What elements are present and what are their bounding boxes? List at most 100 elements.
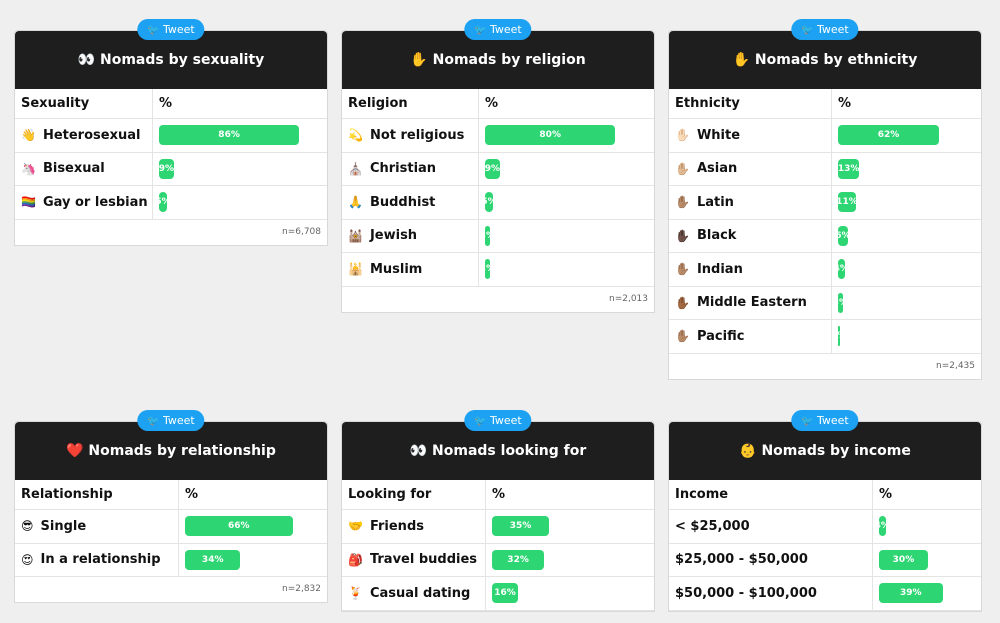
row-label: Heterosexual [42, 127, 141, 143]
header-row: Ethnicity% [669, 89, 981, 119]
row-label-cell: 🕍 Jewish [342, 219, 479, 252]
table-row: 🎒 Travel buddies 32% [342, 543, 654, 577]
table-row: ✋🏽 Indian 4% [669, 253, 981, 287]
table-row: ✋🏻 White 62% [669, 119, 981, 153]
bar: 5% [481, 192, 497, 213]
bar-cell: 4% [832, 253, 981, 286]
card: ✋ Nomads by ethnicityTweet Ethnicity% ✋🏻 Wh… [668, 19, 982, 380]
bar-label: 39% [900, 588, 922, 599]
bar-cell: 80% [479, 119, 654, 152]
header-row: Relationship% [15, 480, 327, 510]
column-header: % [492, 487, 506, 502]
bar-label: 9% [158, 163, 174, 174]
row-icon: ✋🏿 [675, 228, 690, 243]
row-label-cell: $25,000 - $50,000 [669, 543, 873, 576]
bar-label: 3% [832, 297, 849, 308]
card: ❤️ Nomads by relationshipTweet Relationsh… [14, 410, 328, 603]
column-header: % [185, 487, 199, 502]
bar-label: 62% [877, 130, 900, 141]
row-icon: ✋🏽 [675, 195, 690, 210]
bar-label: 66% [228, 521, 250, 532]
row-icon: 💫 [348, 128, 363, 143]
row-icon: 🤝 [348, 519, 363, 534]
bar-cell: 9% [153, 153, 327, 186]
row-label: Asian [696, 161, 738, 177]
bar: 6% [835, 225, 851, 246]
column-header: % [159, 96, 173, 111]
bar: 34% [185, 549, 241, 570]
row-label-cell: 🤝 Friends [342, 510, 486, 543]
row-label: Friends [369, 518, 424, 534]
row-label-cell: 🎒 Travel buddies [342, 543, 486, 576]
bar-label: 80% [539, 130, 561, 141]
row-icon: ✋🏽 [675, 329, 690, 344]
tweet-button[interactable]: Tweet [464, 410, 532, 431]
bar-cell: 32% [486, 544, 654, 577]
column-header: Ethnicity [669, 89, 832, 118]
header-row: Income% [669, 480, 981, 510]
bar-label: 5% [481, 197, 497, 208]
bar: 32% [492, 549, 545, 570]
row-label-cell: $50,000 - $100,000 [669, 577, 873, 610]
row-label: $25,000 - $50,000 [675, 552, 808, 568]
column-header: % [879, 487, 893, 502]
tweet-button[interactable]: Tweet [791, 410, 859, 431]
table-row: 😍 In a relationship 34% [15, 543, 327, 577]
row-icon: 🏳️‍🌈 [21, 195, 36, 210]
bar-cell: 35% [486, 510, 654, 543]
column-header: Religion [342, 89, 479, 118]
row-label-cell: ✋🏾 Middle Eastern [669, 286, 832, 319]
tweet-button[interactable]: Tweet [137, 19, 205, 40]
table-row: 🤝 Friends 35% [342, 510, 654, 544]
row-label-cell: 🦄 Bisexual [15, 152, 153, 185]
card-title: 👀 Nomads by sexuality [15, 31, 327, 89]
table-row: 👋 Heterosexual 86% [15, 119, 327, 153]
row-label: Buddhist [369, 194, 436, 210]
sample-size: n=2,435 [935, 360, 975, 371]
card: 👶 Nomads by incomeTweet Income% < $25,000 4… [668, 410, 982, 612]
row-icon: 🍹 [348, 586, 363, 601]
bar-label: 32% [507, 554, 529, 565]
row-label-cell: 💫 Not religious [342, 119, 479, 152]
row-label: In a relationship [40, 552, 161, 568]
sample-size: n=2,832 [281, 584, 321, 594]
table-row: 🍹 Casual dating 16% [342, 577, 654, 611]
row-label: Middle Eastern [696, 295, 807, 311]
bar-cell: 11% [832, 186, 981, 219]
row-label-cell: ✋🏻 White [669, 119, 832, 152]
row-label-cell: 👋 Heterosexual [15, 119, 153, 152]
tweet-button[interactable]: Tweet [464, 19, 532, 40]
bar: 3% [480, 225, 495, 246]
bar-label: 6% [835, 230, 851, 241]
bar: 5% [155, 192, 171, 213]
bar: 13% [838, 158, 859, 179]
header-row: Sexuality% [15, 89, 327, 119]
table-row: $25,000 - $50,000 30% [669, 543, 981, 577]
column-header: Looking for [342, 480, 486, 509]
bar-cell: 3% [479, 220, 654, 253]
tweet-button[interactable]: Tweet [137, 410, 205, 431]
bar-cell: 34% [179, 544, 327, 577]
bar-label: 30% [892, 554, 915, 565]
row-label: Casual dating [369, 585, 471, 601]
row-label-cell: 😎 Single [15, 510, 179, 543]
bar-label: 11% [836, 197, 858, 208]
tweet-button[interactable]: Tweet [791, 19, 859, 40]
bar-cell: 62% [832, 119, 981, 152]
bar-cell: 13% [832, 153, 981, 186]
bar: 30% [879, 549, 928, 570]
bar-label: 35% [509, 521, 532, 532]
table-row: ✋🏽 Latin 11% [669, 186, 981, 220]
header-row: Religion% [342, 89, 654, 119]
row-label: < $25,000 [675, 518, 750, 534]
table-row: 🏳️‍🌈 Gay or lesbian 5% [15, 186, 327, 220]
table-row: $50,000 - $100,000 39% [669, 577, 981, 611]
bar: 62% [838, 125, 940, 146]
row-label: Muslim [369, 261, 423, 277]
bar: 16% [492, 583, 519, 604]
row-icon: 🙏 [348, 195, 363, 210]
card-title: 👶 Nomads by income [669, 422, 981, 480]
row-label-cell: < $25,000 [669, 510, 873, 543]
bar-cell: 6% [832, 220, 981, 253]
card-title: ✋ Nomads by ethnicity [669, 31, 981, 89]
